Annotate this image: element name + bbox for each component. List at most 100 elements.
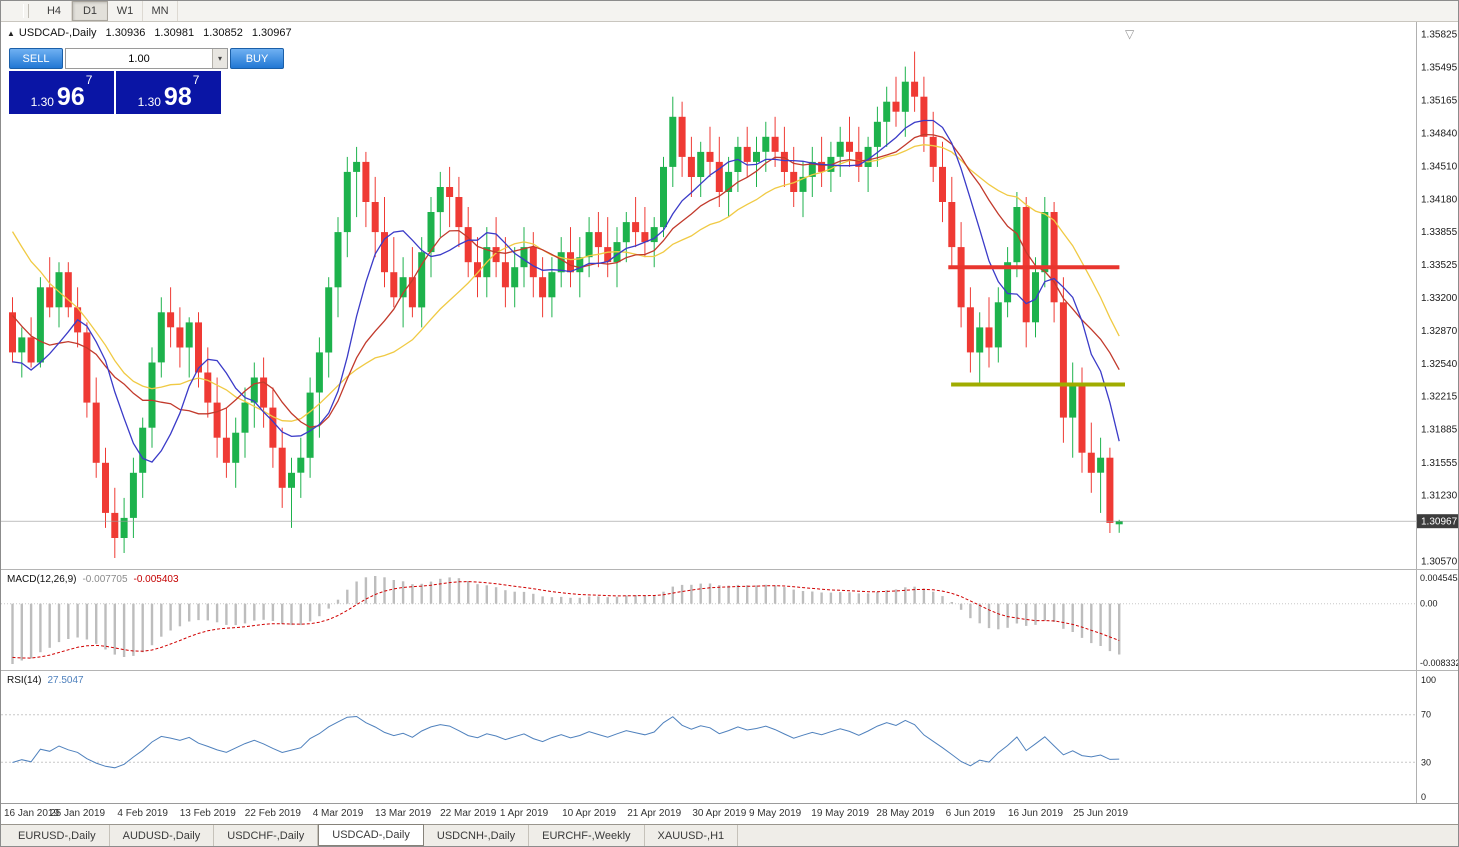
macd-signal-value: -0.005403 [133, 574, 179, 585]
tab-eurchf-weekly[interactable]: EURCHF-,Weekly [529, 825, 645, 846]
tab-xauusd-h1[interactable]: XAUUSD-,H1 [645, 825, 739, 846]
timeframe-button-d1[interactable]: D1 [72, 1, 108, 21]
chart-header: ▲ USDCAD-,Daily 1.30936 1.30981 1.30852 … [7, 27, 292, 39]
svg-text:1.35165: 1.35165 [1421, 96, 1458, 107]
tab-audusd-daily[interactable]: AUDUSD-,Daily [110, 825, 215, 846]
ma-8 [12, 119, 1120, 463]
svg-text:1.30967: 1.30967 [1421, 517, 1458, 528]
date-label: 30 Apr 2019 [692, 808, 747, 819]
svg-text:1.32540: 1.32540 [1421, 359, 1458, 370]
date-label: 22 Mar 2019 [440, 808, 497, 819]
svg-text:1.33525: 1.33525 [1421, 260, 1458, 271]
date-label: 6 Jun 2019 [945, 808, 996, 819]
ohlc-open: 1.30936 [105, 27, 146, 39]
chart-objects-layer[interactable] [948, 265, 1125, 387]
svg-text:1.32215: 1.32215 [1421, 392, 1458, 403]
scroll-to-end-icon[interactable]: ▽ [1125, 27, 1135, 41]
timeframe-button-h4[interactable]: H4 [37, 1, 72, 21]
macd-label: MACD(12,26,9) [7, 574, 77, 585]
ma-21 [11, 144, 1120, 422]
buy-big-figure: 1.30 [137, 94, 161, 109]
tab-usdcad-daily[interactable]: USDCAD-,Daily [318, 824, 424, 846]
rsi-axis-labels: 100 70 30 0 [1421, 675, 1436, 802]
date-label: 16 Jun 2019 [1007, 808, 1064, 819]
price-chart-panel: 1.35825 1.35495 1.35165 1.34840 1.34510 1.341… [1, 22, 1458, 569]
date-label: 13 Feb 2019 [179, 808, 236, 819]
svg-text:70: 70 [1421, 710, 1431, 720]
svg-text:30: 30 [1421, 757, 1431, 767]
svg-text:1.31885: 1.31885 [1421, 425, 1458, 436]
date-label: 13 Mar 2019 [375, 808, 432, 819]
ohlc-low: 1.30852 [203, 27, 243, 39]
date-label: 22 Feb 2019 [244, 808, 301, 819]
macd-main-value: -0.007705 [82, 574, 128, 585]
rsi-label: RSI(14) [7, 675, 42, 686]
svg-text:1.34180: 1.34180 [1421, 195, 1458, 206]
svg-text:1.32870: 1.32870 [1421, 326, 1458, 337]
macd-axis-labels: 0.0045454 0.00 -0.008332 [1420, 573, 1459, 668]
volume-input-group: ▾ [65, 48, 228, 69]
macd-signal-line [12, 581, 1120, 659]
chart-symbol-period: USDCAD-,Daily [18, 27, 97, 39]
svg-text:1.35495: 1.35495 [1421, 63, 1458, 74]
svg-text:100: 100 [1421, 675, 1436, 685]
date-label: 19 May 2019 [811, 808, 870, 819]
rsi-line [12, 715, 1120, 769]
moving-averages-layer [11, 119, 1120, 463]
date-label: 4 Feb 2019 [117, 808, 168, 819]
tab-eurusd-daily[interactable]: EURUSD-,Daily [5, 825, 110, 846]
date-label: 21 Apr 2019 [627, 808, 682, 819]
date-label: 25 Jun 2019 [1073, 808, 1129, 819]
svg-text:0.00: 0.00 [1420, 599, 1438, 609]
macd-svg[interactable]: 0.0045454 0.00 -0.008332 [1, 570, 1459, 670]
ohlc-close: 1.30967 [251, 27, 292, 39]
volume-input[interactable] [66, 49, 212, 68]
rsi-indicator-panel: 100 70 30 0 RSI(14) 27.5047 [1, 670, 1458, 803]
macd-indicator-panel: 0.0045454 0.00 -0.008332 MACD(12,26,9) -0.0… [1, 569, 1458, 670]
svg-text:1.31230: 1.31230 [1421, 490, 1458, 501]
sell-button[interactable]: SELL [9, 48, 63, 69]
toolbar: H4 D1 W1 MN [1, 1, 1458, 22]
symbol-tabbar: EURUSD-,Daily AUDUSD-,Daily USDCHF-,Daily U… [1, 824, 1458, 846]
expand-toggle-icon[interactable]: ▲ [7, 28, 15, 38]
ohlc-high: 1.30981 [154, 27, 195, 39]
timeframe-button-w1[interactable]: W1 [108, 1, 143, 21]
volume-spinner-icon[interactable]: ▾ [212, 49, 227, 68]
sell-price-button[interactable]: 1.30 96 7 [9, 71, 114, 114]
buy-pips: 98 [163, 83, 192, 111]
date-label: 1 Apr 2019 [499, 808, 549, 819]
date-label: 10 Apr 2019 [562, 808, 617, 819]
tab-usdchf-daily[interactable]: USDCHF-,Daily [214, 825, 319, 846]
candles-layer [9, 51, 1123, 558]
current-price-badge: 1.30967 [1417, 514, 1458, 529]
price-axis-labels: 1.35825 1.35495 1.35165 1.34840 1.34510 1.341… [1421, 30, 1458, 568]
timeframe-buttons: H4 D1 W1 MN [37, 1, 178, 21]
svg-text:1.33200: 1.33200 [1421, 293, 1458, 304]
svg-text:1.34510: 1.34510 [1421, 161, 1458, 172]
svg-text:1.35825: 1.35825 [1421, 30, 1458, 41]
svg-text:0: 0 [1421, 792, 1426, 802]
macd-histogram [11, 576, 1121, 664]
timeframe-button-mn[interactable]: MN [143, 1, 178, 21]
sell-pips: 96 [56, 83, 85, 111]
svg-text:-0.008332: -0.008332 [1420, 658, 1459, 668]
rsi-title: RSI(14) 27.5047 [7, 675, 84, 686]
svg-text:1.34840: 1.34840 [1421, 128, 1458, 139]
tab-usdcnh-daily[interactable]: USDCNH-,Daily [424, 825, 530, 846]
rsi-svg[interactable]: 100 70 30 0 [1, 671, 1459, 803]
svg-text:1.31555: 1.31555 [1421, 458, 1458, 469]
macd-title: MACD(12,26,9) -0.007705 -0.005403 [7, 574, 179, 585]
buy-button[interactable]: BUY [230, 48, 284, 69]
toolbar-grip[interactable] [23, 4, 29, 18]
buy-price-button[interactable]: 1.30 98 7 [116, 71, 221, 114]
rsi-value: 27.5047 [47, 675, 84, 686]
buy-pipette: 7 [192, 73, 200, 87]
date-label: 25 Jan 2019 [50, 808, 106, 819]
sell-pipette: 7 [85, 73, 93, 87]
date-axis[interactable]: 16 Jan 2019 25 Jan 2019 4 Feb 2019 13 Feb 2… [1, 803, 1458, 824]
date-label: 4 Mar 2019 [312, 808, 364, 819]
price-chart-svg[interactable]: 1.35825 1.35495 1.35165 1.34840 1.34510 1.341… [1, 22, 1459, 569]
date-label: 9 May 2019 [748, 808, 802, 819]
